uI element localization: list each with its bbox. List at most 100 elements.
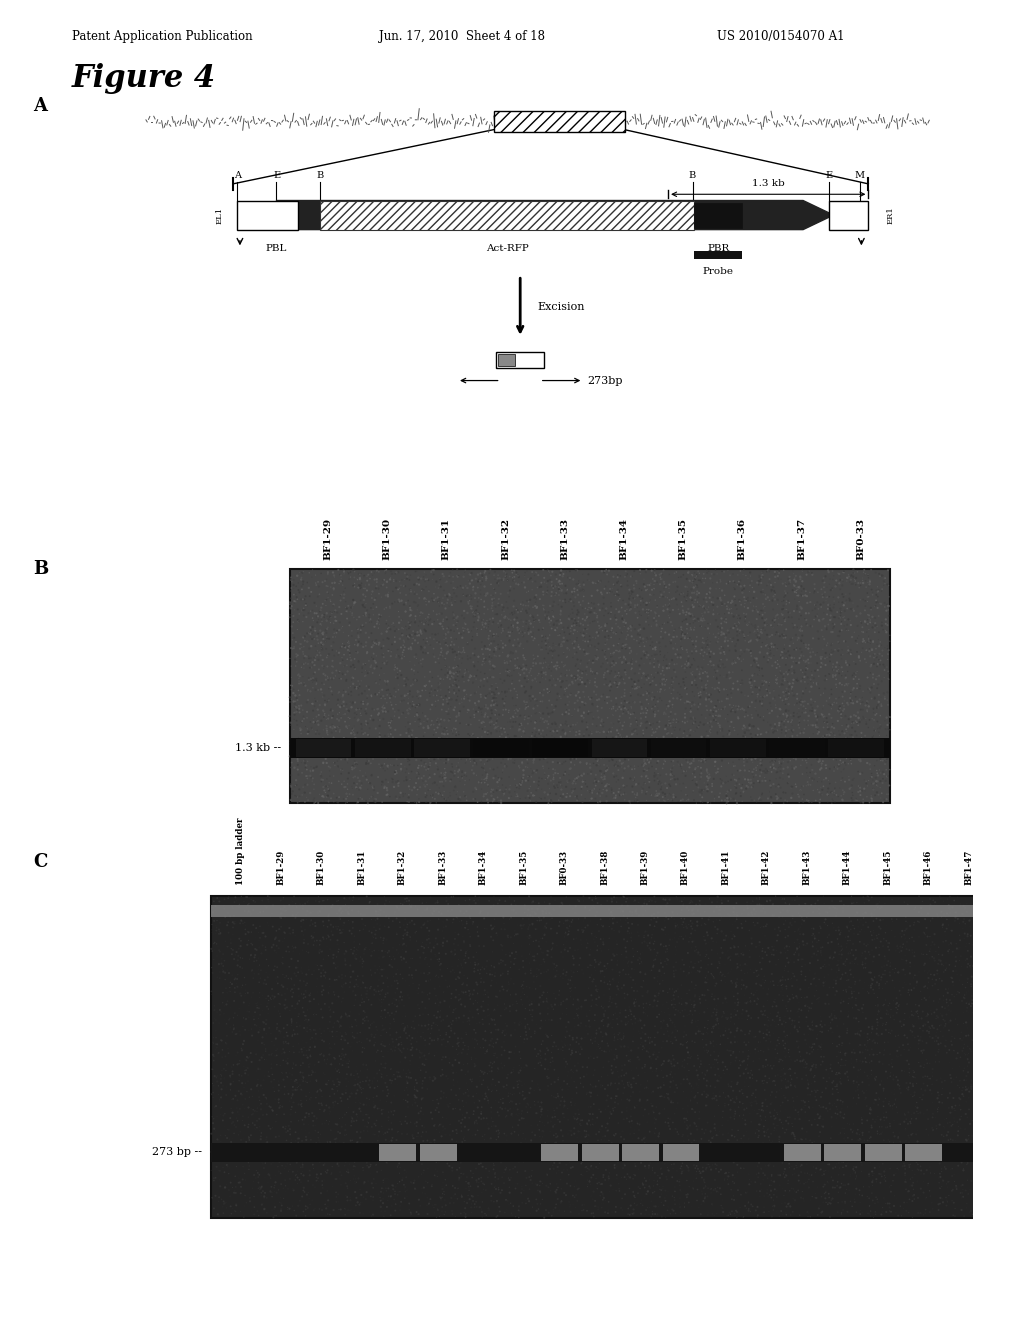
- Point: [695, 1177, 712, 1199]
- Point: [692, 895, 709, 916]
- Point: [618, 726, 635, 747]
- Point: [711, 741, 727, 762]
- Point: [727, 775, 743, 796]
- Point: [385, 911, 401, 932]
- Point: [879, 766, 895, 787]
- Point: [774, 888, 791, 909]
- Point: [497, 652, 513, 673]
- Point: [702, 711, 719, 733]
- Point: [339, 661, 355, 682]
- Point: [373, 1026, 389, 1047]
- Point: [457, 663, 473, 684]
- Point: [922, 1180, 938, 1201]
- Point: [252, 899, 268, 920]
- Point: [649, 1204, 666, 1225]
- Point: [362, 1163, 379, 1184]
- Point: [812, 1014, 828, 1035]
- Point: [361, 612, 378, 634]
- Point: [307, 721, 324, 742]
- Point: [773, 733, 790, 754]
- Point: [776, 1041, 793, 1063]
- Point: [447, 675, 464, 696]
- Point: [266, 929, 283, 950]
- Point: [346, 962, 362, 983]
- Point: [431, 714, 447, 735]
- Point: [402, 726, 419, 747]
- Point: [289, 688, 305, 709]
- Point: [744, 1150, 761, 1171]
- Point: [311, 694, 328, 715]
- Point: [780, 681, 797, 702]
- Point: [718, 609, 734, 630]
- Point: [218, 994, 234, 1015]
- Point: [786, 1163, 803, 1184]
- Point: [513, 1104, 529, 1125]
- Point: [823, 708, 840, 729]
- Point: [342, 692, 358, 713]
- Point: [468, 665, 484, 686]
- Point: [454, 692, 470, 713]
- Point: [398, 1167, 415, 1188]
- Point: [708, 1148, 724, 1170]
- Point: [326, 612, 342, 634]
- Point: [409, 669, 425, 690]
- Point: [680, 1184, 696, 1205]
- Point: [813, 597, 829, 618]
- Point: [611, 1006, 628, 1027]
- Point: [561, 569, 578, 590]
- Point: [469, 624, 485, 645]
- Point: [608, 672, 625, 693]
- Point: [472, 1138, 488, 1159]
- Point: [368, 734, 384, 755]
- Point: [730, 611, 746, 632]
- Point: [880, 560, 896, 581]
- Point: [742, 1063, 759, 1084]
- Point: [577, 1027, 593, 1048]
- Point: [437, 685, 454, 706]
- Point: [458, 907, 474, 928]
- Point: [624, 929, 640, 950]
- Point: [785, 776, 802, 797]
- Point: [299, 1011, 315, 1032]
- Point: [369, 1162, 385, 1183]
- Point: [433, 680, 450, 701]
- Point: [937, 921, 953, 942]
- Point: [777, 572, 794, 593]
- Point: [862, 610, 879, 631]
- Point: [388, 1028, 404, 1049]
- Point: [415, 1053, 431, 1074]
- Point: [839, 744, 855, 766]
- Point: [426, 937, 442, 958]
- Point: [439, 977, 456, 998]
- Point: [469, 974, 485, 995]
- Point: [750, 990, 766, 1011]
- Point: [559, 579, 575, 601]
- Point: [468, 892, 484, 913]
- Point: [922, 1156, 938, 1177]
- Point: [552, 1027, 568, 1048]
- Point: [350, 631, 367, 652]
- Point: [545, 1199, 561, 1220]
- Point: [336, 635, 352, 656]
- Point: [748, 686, 764, 708]
- Point: [542, 789, 558, 810]
- Point: [525, 644, 542, 665]
- Point: [693, 677, 710, 698]
- Point: [966, 1053, 982, 1074]
- Point: [862, 611, 879, 632]
- Point: [393, 690, 410, 711]
- Point: [611, 717, 628, 738]
- Point: [433, 1189, 450, 1210]
- Point: [431, 1122, 447, 1143]
- Point: [520, 908, 537, 929]
- Point: [698, 677, 715, 698]
- Point: [233, 1040, 250, 1061]
- Point: [641, 593, 657, 614]
- Point: [785, 632, 802, 653]
- Point: [489, 717, 506, 738]
- Point: [296, 970, 312, 991]
- Point: [666, 1049, 682, 1071]
- Point: [598, 1090, 614, 1111]
- Point: [321, 705, 337, 726]
- Point: [449, 1123, 465, 1144]
